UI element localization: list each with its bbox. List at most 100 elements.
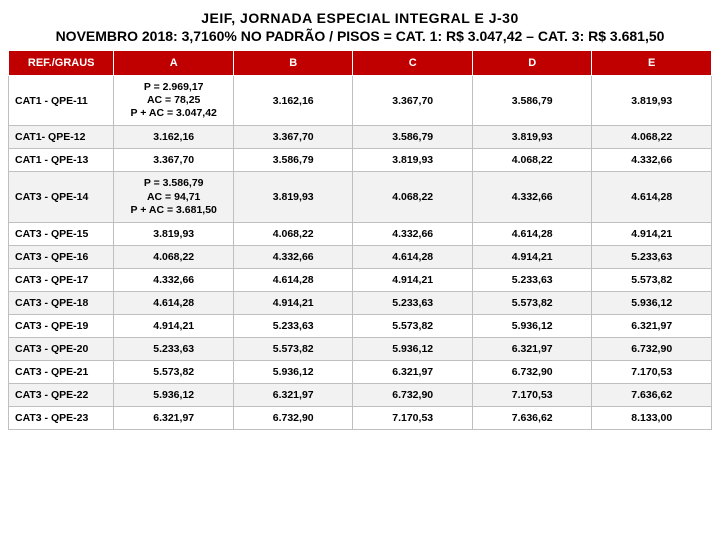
cell-value: 3.819,93 <box>233 172 353 222</box>
cell-ref: CAT3 - QPE-21 <box>9 360 114 383</box>
col-b: B <box>233 51 353 76</box>
cell-value: 3.367,70 <box>114 149 234 172</box>
cell-value: 5.233,63 <box>114 337 234 360</box>
cell-value: 6.732,90 <box>353 383 473 406</box>
cell-value: 5.573,82 <box>353 314 473 337</box>
table-row: CAT3 - QPE-236.321,976.732,907.170,537.6… <box>9 406 712 429</box>
cell-value: 4.068,22 <box>353 172 473 222</box>
cell-value: 4.332,66 <box>114 268 234 291</box>
cell-value: 5.233,63 <box>592 245 712 268</box>
table-row: CAT3 - QPE-225.936,126.321,976.732,907.1… <box>9 383 712 406</box>
cell-value: 4.068,22 <box>472 149 592 172</box>
cell-ref: CAT1 - QPE-11 <box>9 76 114 126</box>
cell-ref: CAT3 - QPE-20 <box>9 337 114 360</box>
salary-table: REF./GRAUS A B C D E CAT1 - QPE-11P = 2.… <box>8 50 712 430</box>
cell-ref: CAT1 - QPE-13 <box>9 149 114 172</box>
cell-value: 3.819,93 <box>353 149 473 172</box>
table-row: CAT1- QPE-123.162,163.367,703.586,793.81… <box>9 126 712 149</box>
cell-value: 4.332,66 <box>353 222 473 245</box>
cell-value: P = 3.586,79 AC = 94,71 P + AC = 3.681,5… <box>114 172 234 222</box>
cell-value: 4.332,66 <box>472 172 592 222</box>
cell-value: 3.819,93 <box>114 222 234 245</box>
table-row: CAT3 - QPE-215.573,825.936,126.321,976.7… <box>9 360 712 383</box>
cell-value: 3.367,70 <box>233 126 353 149</box>
cell-value: 5.936,12 <box>592 291 712 314</box>
cell-value: 6.321,97 <box>592 314 712 337</box>
table-row: CAT3 - QPE-205.233,635.573,825.936,126.3… <box>9 337 712 360</box>
cell-value: 4.068,22 <box>114 245 234 268</box>
cell-ref: CAT3 - QPE-23 <box>9 406 114 429</box>
table-row: CAT1 - QPE-11P = 2.969,17 AC = 78,25 P +… <box>9 76 712 126</box>
table-row: CAT3 - QPE-174.332,664.614,284.914,215.2… <box>9 268 712 291</box>
cell-value: 7.170,53 <box>472 383 592 406</box>
cell-value: 4.614,28 <box>472 222 592 245</box>
cell-ref: CAT3 - QPE-16 <box>9 245 114 268</box>
table-row: CAT3 - QPE-153.819,934.068,224.332,664.6… <box>9 222 712 245</box>
table-header-row: REF./GRAUS A B C D E <box>9 51 712 76</box>
cell-value: 4.614,28 <box>233 268 353 291</box>
table-row: CAT1 - QPE-133.367,703.586,793.819,934.0… <box>9 149 712 172</box>
cell-value: 4.914,21 <box>472 245 592 268</box>
cell-ref: CAT1- QPE-12 <box>9 126 114 149</box>
cell-value: 7.636,62 <box>592 383 712 406</box>
cell-value: 6.321,97 <box>353 360 473 383</box>
cell-ref: CAT3 - QPE-15 <box>9 222 114 245</box>
cell-value: 7.170,53 <box>592 360 712 383</box>
cell-value: 6.321,97 <box>233 383 353 406</box>
cell-value: 6.732,90 <box>233 406 353 429</box>
cell-value: 3.162,16 <box>233 76 353 126</box>
cell-value: 5.936,12 <box>353 337 473 360</box>
cell-value: 6.321,97 <box>114 406 234 429</box>
col-a: A <box>114 51 234 76</box>
table-row: CAT3 - QPE-194.914,215.233,635.573,825.9… <box>9 314 712 337</box>
cell-value: 3.819,93 <box>472 126 592 149</box>
cell-value: 5.233,63 <box>353 291 473 314</box>
cell-value: 5.573,82 <box>233 337 353 360</box>
cell-ref: CAT3 - QPE-22 <box>9 383 114 406</box>
col-e: E <box>592 51 712 76</box>
cell-value: 5.936,12 <box>114 383 234 406</box>
cell-value: 4.614,28 <box>353 245 473 268</box>
cell-value: 4.068,22 <box>592 126 712 149</box>
cell-value: 6.321,97 <box>472 337 592 360</box>
col-ref: REF./GRAUS <box>9 51 114 76</box>
table-row: CAT3 - QPE-184.614,284.914,215.233,635.5… <box>9 291 712 314</box>
cell-value: 5.573,82 <box>472 291 592 314</box>
cell-value: 3.367,70 <box>353 76 473 126</box>
cell-ref: CAT3 - QPE-19 <box>9 314 114 337</box>
cell-value: 5.936,12 <box>472 314 592 337</box>
cell-value: 5.573,82 <box>592 268 712 291</box>
cell-value: 6.732,90 <box>592 337 712 360</box>
cell-value: 3.586,79 <box>233 149 353 172</box>
cell-ref: CAT3 - QPE-18 <box>9 291 114 314</box>
cell-value: 4.332,66 <box>233 245 353 268</box>
cell-ref: CAT3 - QPE-17 <box>9 268 114 291</box>
cell-value: 4.614,28 <box>592 172 712 222</box>
cell-value: 8.133,00 <box>592 406 712 429</box>
table-row: CAT3 - QPE-14P = 3.586,79 AC = 94,71 P +… <box>9 172 712 222</box>
cell-value: 7.170,53 <box>353 406 473 429</box>
cell-value: 3.586,79 <box>472 76 592 126</box>
table-row: CAT3 - QPE-164.068,224.332,664.614,284.9… <box>9 245 712 268</box>
col-c: C <box>353 51 473 76</box>
cell-value: 5.936,12 <box>233 360 353 383</box>
cell-value: 4.914,21 <box>592 222 712 245</box>
cell-value: 3.819,93 <box>592 76 712 126</box>
cell-value: 4.614,28 <box>114 291 234 314</box>
cell-value: 4.914,21 <box>114 314 234 337</box>
cell-value: 4.068,22 <box>233 222 353 245</box>
cell-value: 4.914,21 <box>233 291 353 314</box>
cell-value: 7.636,62 <box>472 406 592 429</box>
cell-value: 5.233,63 <box>233 314 353 337</box>
cell-ref: CAT3 - QPE-14 <box>9 172 114 222</box>
cell-value: 5.573,82 <box>114 360 234 383</box>
cell-value: P = 2.969,17 AC = 78,25 P + AC = 3.047,4… <box>114 76 234 126</box>
page-title-top: JEIF, JORNADA ESPECIAL INTEGRAL E J-30 <box>8 10 712 26</box>
cell-value: 6.732,90 <box>472 360 592 383</box>
cell-value: 4.332,66 <box>592 149 712 172</box>
page-title-sub: NOVEMBRO 2018: 3,7160% NO PADRÃO / PISOS… <box>8 28 712 44</box>
cell-value: 3.162,16 <box>114 126 234 149</box>
col-d: D <box>472 51 592 76</box>
cell-value: 5.233,63 <box>472 268 592 291</box>
cell-value: 4.914,21 <box>353 268 473 291</box>
